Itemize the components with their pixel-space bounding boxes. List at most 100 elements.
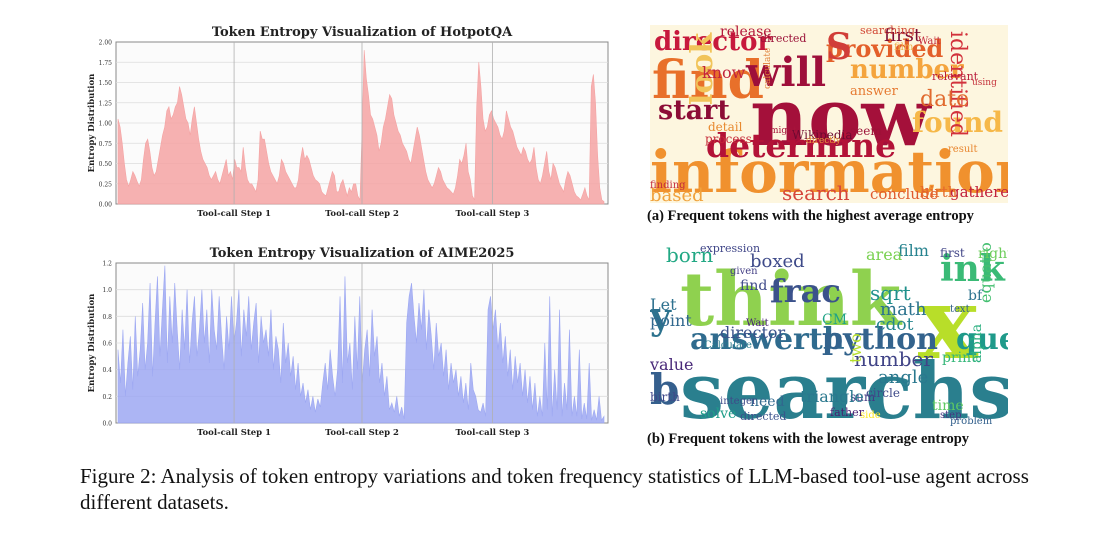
cloud-word: bf [968, 288, 983, 304]
cloud-word: father [830, 406, 864, 419]
cloud-word: film [898, 243, 929, 260]
cloud-word: first [940, 246, 965, 260]
figure-caption: Figure 2: Analysis of token entropy vari… [80, 463, 1040, 515]
cloud-word: print [942, 350, 977, 366]
cloud-word: point [650, 311, 692, 330]
y-tick-label: 0.25 [99, 181, 113, 188]
y-tick-label: 1.0 [102, 287, 112, 294]
subcaption-a: (a) Frequent tokens with the highest ave… [647, 208, 974, 224]
cloud-word: solve [700, 406, 737, 422]
cloud-word: searching [860, 25, 915, 37]
cloud-word: number [854, 347, 933, 371]
cloud-word: seem [850, 124, 882, 138]
subcaption-b: (b) Frequent tokens with the lowest aver… [647, 431, 970, 447]
cloud-word: detail [708, 120, 743, 134]
y-tick-label: 0.2 [102, 394, 112, 401]
cloud-word: given [730, 266, 758, 277]
y-tick-label: 0.6 [102, 341, 112, 348]
step-label: Tool-call Step 3 [455, 209, 529, 219]
cloud-word: side [860, 410, 881, 421]
cloud-word: think [680, 257, 902, 343]
y-tick-label: 0.00 [99, 202, 113, 209]
cloud-word: python [822, 322, 938, 357]
cloud-word: right [978, 246, 1008, 262]
cloud-word: finding [650, 180, 686, 191]
cloud-word: director [654, 27, 772, 57]
cloud-word: birth [920, 183, 958, 201]
cloud-word: film [894, 42, 914, 53]
cloud-word: answer [850, 84, 898, 99]
cloud-word: number [850, 55, 964, 85]
high-entropy-word-cloud: now information find will determine director s… [650, 25, 1008, 203]
cloud-word: need [750, 394, 785, 410]
cloud-word: angle [878, 367, 929, 388]
cloud-word: time [932, 398, 964, 414]
cloud-word: director [720, 323, 786, 342]
cloud-word: math [880, 299, 927, 320]
cloud-word: find [652, 50, 764, 111]
cloud-word: conclude [870, 185, 939, 203]
cloud-word: using [972, 78, 997, 88]
cloud-word: will [746, 49, 827, 96]
y-tick-label: 1.50 [99, 80, 113, 87]
cloud-word: text [950, 304, 970, 315]
aime2025-chart-svg: Token Entropy Visualization of AIME2025 0… [87, 246, 609, 438]
y-tick-label: 0.50 [99, 161, 113, 168]
cloud-word: y [650, 296, 671, 338]
cloud-word: circle [866, 386, 900, 400]
aime2025-entropy-chart: Token Entropy Visualization of AIME2025 0… [82, 245, 612, 453]
figure-caption-text: Analysis of token entropy variations and… [80, 464, 1029, 514]
cloud-word: Wait [918, 36, 941, 47]
cloud-word: b [650, 365, 680, 414]
cloud-word: frac [770, 272, 841, 310]
chart-title: Token Entropy Visualization of AIME2025 [210, 246, 515, 261]
y-tick-label: 0.8 [102, 314, 112, 321]
y-tick-label: 1.25 [99, 100, 113, 107]
cloud-word: ink [940, 248, 1005, 290]
cloud-word: date [920, 87, 970, 112]
cloud-word: start [658, 95, 730, 126]
y-tick-label: 1.00 [99, 121, 113, 128]
cloud-word: based [650, 185, 704, 204]
cloud-word: step [940, 410, 962, 421]
cloud-word: find [740, 278, 768, 294]
cloud-word: answerth [690, 322, 845, 357]
step-label: Tool-call Step 2 [325, 428, 399, 438]
cloud-word: relevant [932, 70, 979, 83]
y-axis-label: Entropy Distribution [87, 74, 97, 173]
cloud-word: process [705, 132, 752, 146]
cloud-word: cdot [876, 315, 914, 335]
step-label: Tool-call Step 3 [455, 428, 529, 438]
cloud-word: might [770, 126, 797, 136]
cloud-word: now [750, 70, 931, 164]
cloud-word: first [884, 25, 922, 46]
cloud-word: sum [850, 390, 876, 404]
cloud-word: know [702, 63, 746, 82]
cloud-word: gathered [950, 183, 1008, 201]
cloud-word: S [826, 26, 852, 68]
cloud-word: searchs [680, 346, 1008, 428]
cloud-word: x [918, 264, 978, 382]
cloud-word: triangle [800, 387, 864, 406]
y-tick-label: 0.4 [102, 367, 112, 374]
hotpotqa-chart-svg: Token Entropy Visualization of HotpotQA 0… [87, 25, 609, 219]
cloud-word: expression [700, 243, 761, 255]
cloud-word: sqrt [870, 281, 911, 305]
cloud-word: born [666, 243, 714, 267]
cloud-word: identified [945, 31, 970, 137]
cloud-word: two [846, 333, 865, 363]
cloud-word: birth [650, 390, 680, 404]
cloud-word: Calculate [704, 340, 752, 351]
cloud-word: integer [720, 396, 757, 407]
cloud-word: result [948, 144, 978, 155]
step-label: Tool-call Step 2 [325, 209, 399, 219]
cloud-word: determine [706, 126, 897, 165]
y-tick-label: 1.75 [99, 60, 113, 67]
figure-label: Figure 2: [80, 464, 157, 488]
y-tick-label: 1.2 [102, 261, 112, 268]
cloud-word: Let [650, 295, 677, 314]
cloud-word: boxed [750, 251, 805, 272]
cloud-word: alpha [969, 323, 985, 363]
y-axis-label: Entropy Distribution [87, 294, 97, 393]
